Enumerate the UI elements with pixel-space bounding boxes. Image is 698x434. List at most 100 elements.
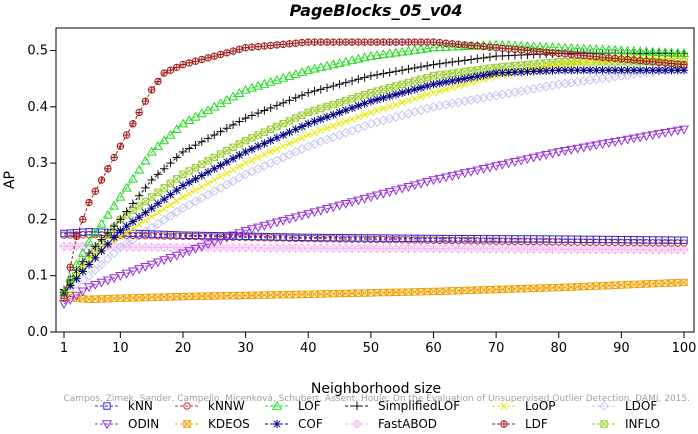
data-point bbox=[184, 247, 195, 257]
data-point bbox=[172, 153, 181, 162]
data-point bbox=[210, 292, 219, 300]
data-point bbox=[96, 259, 107, 270]
data-point bbox=[273, 122, 281, 131]
data-point bbox=[586, 52, 594, 60]
data-point bbox=[229, 47, 237, 55]
data-point bbox=[635, 66, 645, 75]
data-point bbox=[248, 156, 256, 164]
data-point bbox=[478, 165, 489, 174]
data-point bbox=[109, 233, 119, 242]
legend-item-inflo: INFLO bbox=[592, 417, 660, 431]
data-point bbox=[366, 96, 376, 106]
legend-item-ldf: LDF bbox=[492, 417, 548, 431]
data-point bbox=[222, 157, 232, 167]
data-point bbox=[523, 46, 532, 55]
data-point bbox=[171, 251, 182, 261]
data-point bbox=[285, 139, 294, 147]
data-point bbox=[417, 75, 425, 83]
data-point bbox=[254, 131, 262, 139]
data-point bbox=[341, 105, 351, 115]
data-point bbox=[610, 138, 621, 147]
data-point bbox=[328, 59, 339, 69]
data-point bbox=[71, 259, 82, 269]
data-point bbox=[260, 291, 269, 299]
legend-label: LOF bbox=[298, 399, 321, 413]
data-point bbox=[616, 136, 627, 146]
data-point bbox=[240, 226, 251, 236]
data-point bbox=[372, 50, 383, 60]
data-point bbox=[573, 59, 582, 67]
data-point bbox=[567, 50, 575, 59]
data-point bbox=[429, 287, 438, 296]
data-point bbox=[352, 419, 362, 429]
data-point bbox=[616, 45, 627, 55]
data-point bbox=[448, 57, 457, 67]
data-point bbox=[296, 211, 308, 221]
data-point bbox=[272, 419, 282, 429]
data-point bbox=[429, 80, 438, 89]
data-point bbox=[653, 130, 665, 140]
data-point bbox=[422, 43, 433, 53]
data-point bbox=[473, 54, 482, 63]
data-point bbox=[360, 99, 369, 108]
data-point bbox=[647, 46, 658, 56]
data-point bbox=[586, 58, 594, 66]
data-point bbox=[580, 282, 588, 291]
data-point bbox=[461, 41, 469, 49]
data-point bbox=[303, 65, 314, 74]
data-point bbox=[209, 186, 220, 197]
data-point bbox=[454, 40, 463, 48]
data-point bbox=[235, 162, 243, 171]
data-point bbox=[272, 101, 282, 110]
data-point bbox=[322, 83, 332, 92]
series-knn bbox=[60, 228, 688, 244]
data-point bbox=[416, 62, 426, 72]
data-point bbox=[360, 38, 369, 46]
data-point bbox=[473, 42, 482, 50]
data-point bbox=[204, 157, 212, 165]
data-point bbox=[555, 49, 563, 57]
data-point bbox=[378, 189, 389, 199]
data-point bbox=[398, 99, 406, 107]
data-point bbox=[171, 124, 182, 134]
data-point bbox=[354, 113, 362, 121]
data-point bbox=[317, 126, 325, 135]
data-point bbox=[165, 253, 176, 263]
data-point bbox=[203, 167, 213, 177]
data-point bbox=[397, 46, 408, 56]
data-point bbox=[622, 45, 633, 55]
data-point bbox=[165, 211, 176, 221]
data-point bbox=[360, 289, 369, 297]
series-lof bbox=[58, 39, 690, 297]
data-point bbox=[291, 93, 300, 103]
data-point bbox=[504, 68, 513, 77]
data-point bbox=[160, 194, 169, 204]
data-point bbox=[91, 187, 100, 195]
data-point bbox=[147, 193, 156, 201]
data-point bbox=[479, 53, 488, 63]
data-point bbox=[385, 83, 394, 92]
data-point bbox=[597, 140, 608, 150]
data-point bbox=[223, 49, 231, 57]
data-point bbox=[379, 93, 388, 103]
data-point bbox=[529, 60, 538, 68]
data-point bbox=[397, 66, 407, 75]
data-point bbox=[409, 45, 420, 54]
data-point bbox=[391, 67, 401, 76]
data-point bbox=[215, 182, 226, 193]
data-point bbox=[160, 69, 168, 77]
data-point bbox=[196, 242, 207, 252]
data-point bbox=[242, 159, 250, 167]
data-point bbox=[190, 196, 201, 207]
data-point bbox=[166, 190, 175, 199]
data-point bbox=[278, 130, 288, 140]
data-point bbox=[605, 281, 613, 290]
data-point bbox=[648, 58, 657, 66]
data-point bbox=[278, 98, 288, 108]
data-point bbox=[134, 212, 144, 222]
data-point bbox=[598, 66, 607, 75]
data-point bbox=[103, 228, 113, 238]
data-point bbox=[605, 54, 613, 62]
data-point bbox=[486, 285, 494, 294]
data-point bbox=[241, 147, 250, 157]
